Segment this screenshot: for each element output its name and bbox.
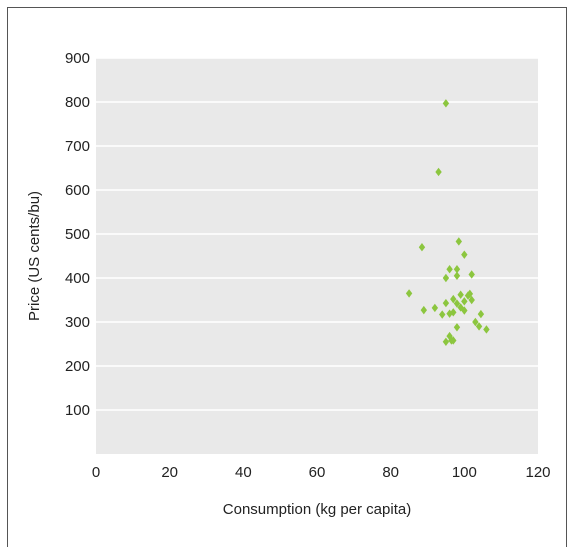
y-tick-label-800: 800	[65, 94, 90, 111]
data-point-0-13	[439, 310, 446, 319]
data-point-0-11	[420, 305, 428, 315]
data-points	[405, 99, 490, 346]
x-tick-label-0: 0	[92, 464, 100, 481]
data-point-0-24	[466, 289, 474, 299]
y-tick-labels: 100 200 300 400 500 600 700 800 900	[65, 50, 90, 419]
data-point-0-6	[461, 250, 468, 259]
data-point-0-29	[483, 325, 490, 334]
data-point-0-28	[477, 309, 485, 319]
data-point-0-5	[453, 265, 461, 274]
data-point-0-2	[418, 243, 426, 252]
x-tick-label-20: 20	[161, 464, 178, 481]
data-point-0-12	[431, 303, 439, 313]
data-point-0-32	[442, 337, 450, 346]
data-point-0-16	[450, 308, 457, 317]
data-point-0-27	[475, 322, 483, 331]
y-tick-label-100: 100	[65, 402, 90, 419]
x-tick-label-120: 120	[525, 464, 550, 481]
plot-area-background	[96, 58, 538, 454]
x-tick-label-80: 80	[382, 464, 399, 481]
data-point-0-1	[435, 167, 442, 177]
data-point-0-17	[450, 294, 457, 304]
data-point-0-26	[472, 317, 479, 327]
y-tick-label-300: 300	[65, 314, 90, 331]
x-tick-label-100: 100	[452, 464, 477, 481]
x-tick-label-60: 60	[309, 464, 326, 481]
x-tick-label-40: 40	[235, 464, 252, 481]
data-point-0-21	[461, 297, 468, 306]
y-axis-label: Price (US cents/bu)	[26, 191, 43, 321]
y-tick-label-400: 400	[65, 270, 90, 287]
gridlines	[96, 57, 538, 411]
data-point-0-10	[405, 289, 413, 298]
data-point-0-9	[468, 270, 475, 279]
data-point-0-18	[453, 299, 461, 308]
data-point-0-3	[455, 237, 463, 246]
chart-frame	[7, 7, 567, 547]
y-tick-label-900: 900	[65, 50, 90, 67]
y-tick-label-200: 200	[65, 358, 90, 375]
data-point-0-19	[457, 290, 464, 299]
data-point-0-4	[446, 265, 453, 274]
data-point-0-7	[442, 273, 450, 283]
y-tick-label-700: 700	[65, 138, 90, 155]
data-point-0-34	[450, 336, 457, 345]
data-point-0-0	[442, 99, 450, 108]
data-point-0-14	[442, 298, 450, 308]
data-point-0-30	[453, 323, 461, 332]
x-axis-label: Consumption (kg per capita)	[223, 501, 411, 518]
y-tick-label-500: 500	[65, 226, 90, 243]
data-point-0-22	[461, 306, 468, 315]
data-point-0-25	[468, 295, 475, 305]
x-tick-labels: 0 20 40 60 80 100 120	[92, 464, 551, 481]
y-tick-label-600: 600	[65, 182, 90, 199]
data-point-0-8	[453, 271, 461, 280]
